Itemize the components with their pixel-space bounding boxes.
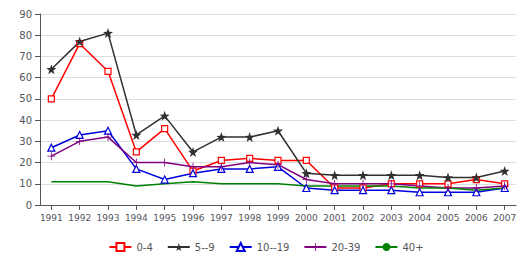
svg-text:20: 20: [19, 157, 32, 168]
svg-text:1994: 1994: [125, 213, 148, 223]
svg-text:1996: 1996: [182, 213, 205, 223]
svg-text:20-39: 20-39: [331, 242, 360, 253]
svg-text:70: 70: [19, 51, 32, 62]
svg-text:10--19: 10--19: [257, 242, 290, 253]
svg-text:1997: 1997: [210, 213, 233, 223]
svg-text:2005: 2005: [437, 213, 460, 223]
svg-text:60: 60: [19, 72, 32, 83]
svg-text:5--9: 5--9: [195, 242, 215, 253]
svg-text:2004: 2004: [408, 213, 431, 223]
svg-text:10: 10: [19, 178, 32, 189]
svg-text:1995: 1995: [153, 213, 176, 223]
svg-text:1993: 1993: [97, 213, 120, 223]
svg-text:2003: 2003: [380, 213, 403, 223]
svg-text:90: 90: [19, 9, 32, 20]
svg-text:1991: 1991: [40, 213, 63, 223]
svg-text:2001: 2001: [323, 213, 346, 223]
svg-text:80: 80: [19, 30, 32, 41]
svg-text:0-4: 0-4: [136, 242, 152, 253]
svg-text:1999: 1999: [267, 213, 290, 223]
svg-text:2000: 2000: [295, 213, 318, 223]
svg-text:30: 30: [19, 136, 32, 147]
svg-text:1992: 1992: [68, 213, 91, 223]
svg-text:50: 50: [19, 93, 32, 104]
svg-text:2007: 2007: [493, 213, 516, 223]
svg-text:40: 40: [19, 115, 32, 126]
svg-text:40+: 40+: [402, 242, 423, 253]
svg-text:2006: 2006: [465, 213, 488, 223]
svg-text:0: 0: [26, 200, 32, 211]
svg-text:2002: 2002: [352, 213, 375, 223]
svg-text:1998: 1998: [238, 213, 261, 223]
